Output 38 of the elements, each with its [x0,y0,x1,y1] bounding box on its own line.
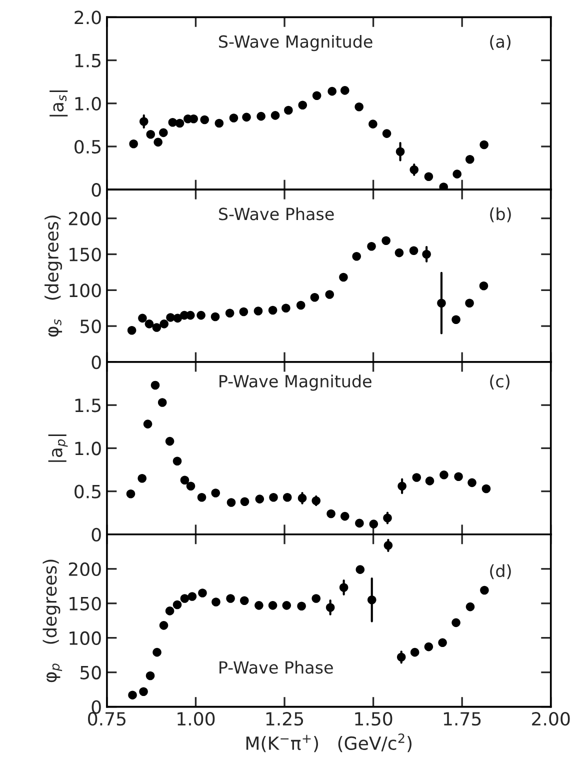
annotation: (a) [490,34,510,50]
x-tick-label: 2.00 [532,712,570,726]
y-tick-label: 200 [68,562,101,576]
x-axis-title: M(K$^{−}$π$^{+}$) (GeV/c$^{2}$) [246,733,412,752]
annotation: P-Wave Phase [220,660,333,674]
x-tick-label: 1.25 [266,712,304,726]
y-axis-title: |a$_{s}$| [50,90,68,116]
y-tick-label: 1.0 [75,96,101,110]
y-tick-label: 2.0 [74,10,101,24]
y-axis-title: |a$_{p}$| [48,434,68,462]
y-tick-label: 0 [92,183,101,197]
y-tick-label: 0 [92,355,101,370]
annotation: P-Wave Magnitude [220,374,372,391]
annotation: (c) [490,374,510,390]
annotation: S-Wave Magnitude [219,34,372,52]
y-tick-label: 1.0 [75,442,101,456]
y-tick-label: 0.5 [74,484,101,498]
y-tick-label: 50 [80,666,101,680]
y-tick-label: 150 [70,248,101,262]
y-tick-label: 100 [70,631,101,645]
y-tick-label: 200 [68,212,101,226]
text: φ$_{p}$ (degrees) [42,560,62,682]
annotation: (b) [490,207,511,222]
x-tick-label: 1.00 [178,712,215,726]
y-tick-label: 1.5 [75,398,101,412]
text: φ$_{s}$ (degrees) [44,216,62,337]
annotation: (d) [490,564,511,580]
y-tick-label: 0 [92,700,101,714]
y-tick-label: 50 [80,320,101,334]
y-tick-label: 150 [70,596,101,610]
y-tick-label: 1.5 [75,54,101,68]
x-tick-label: 1.75 [444,712,481,726]
x-tick-label: 1.50 [355,712,392,726]
y-tick-label: 100 [70,284,101,298]
y-tick-label: 0.5 [74,140,101,154]
y-tick-label: 0 [92,528,101,542]
annotation: S-Wave Phase [219,207,334,220]
x-tick-label: 0.75 [88,712,126,726]
